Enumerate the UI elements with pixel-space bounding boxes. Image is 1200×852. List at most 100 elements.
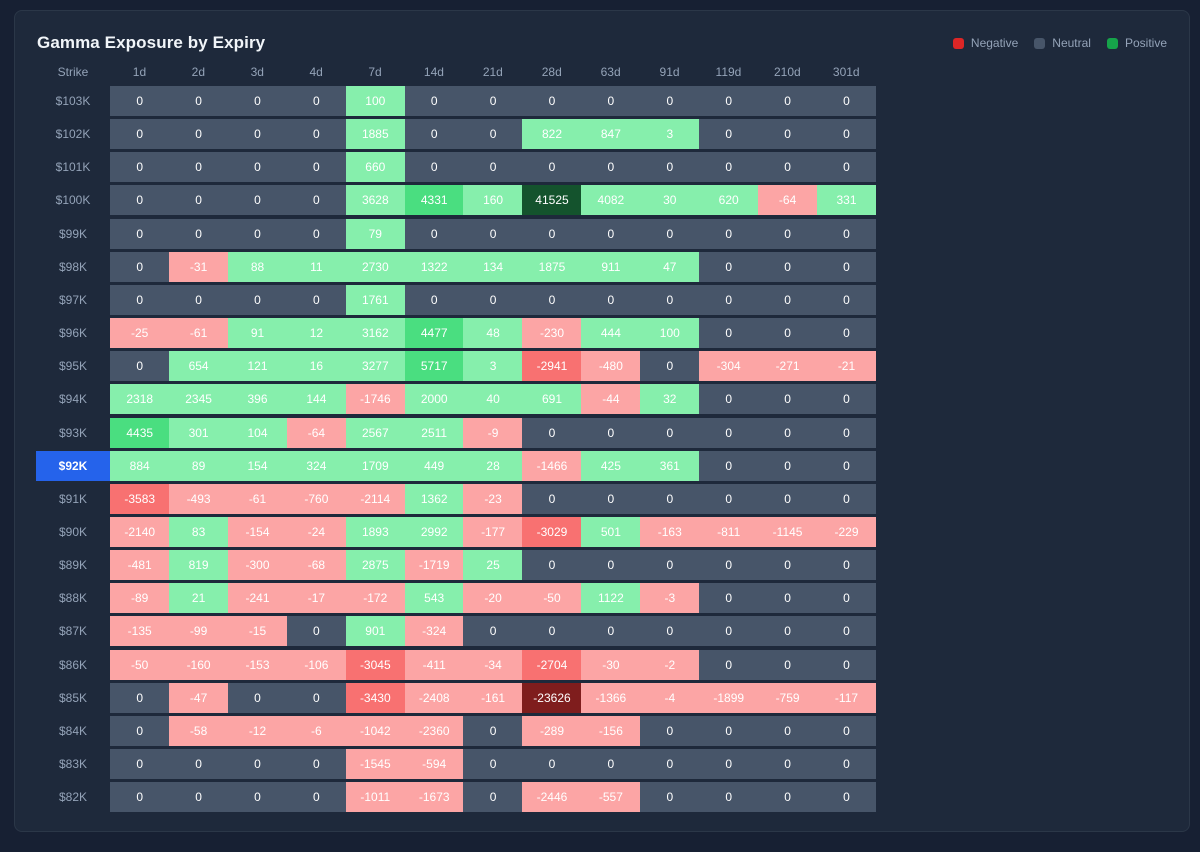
heatmap-cell[interactable]: 0 <box>699 450 759 481</box>
heatmap-cell[interactable]: -1145 <box>757 516 818 547</box>
heatmap-cell[interactable]: -481 <box>110 550 170 581</box>
heatmap-cell[interactable]: 0 <box>286 152 347 183</box>
heatmap-cell[interactable]: 0 <box>757 218 818 249</box>
heatmap-cell[interactable]: 0 <box>110 351 170 382</box>
heatmap-cell[interactable]: 847 <box>581 119 641 150</box>
heatmap-cell[interactable]: 0 <box>816 550 877 581</box>
heatmap-cell[interactable]: -154 <box>227 516 288 547</box>
heatmap-cell[interactable]: 361 <box>640 450 700 481</box>
heatmap-cell[interactable]: -760 <box>286 483 347 514</box>
heatmap-cell[interactable]: 911 <box>581 251 641 282</box>
heatmap-cell[interactable]: -135 <box>110 616 170 647</box>
heatmap-cell[interactable]: 0 <box>227 185 288 216</box>
heatmap-cell[interactable]: 0 <box>757 152 818 183</box>
heatmap-cell[interactable]: -594 <box>404 749 464 779</box>
heatmap-cell[interactable]: 0 <box>640 417 700 448</box>
heatmap-cell[interactable]: 83 <box>168 516 229 547</box>
heatmap-cell[interactable]: 30 <box>640 185 700 216</box>
heatmap-cell[interactable]: -99 <box>168 616 229 647</box>
heatmap-cell[interactable]: 0 <box>699 284 759 315</box>
heatmap-cell[interactable]: 0 <box>286 749 347 779</box>
heatmap-cell[interactable]: 0 <box>110 749 170 779</box>
heatmap-cell[interactable]: -117 <box>816 682 877 713</box>
heatmap-cell[interactable]: 0 <box>110 251 170 282</box>
heatmap-cell[interactable]: 301 <box>168 417 229 448</box>
heatmap-cell[interactable]: 0 <box>640 782 700 813</box>
heatmap-cell[interactable]: -3583 <box>110 483 170 514</box>
heatmap-cell[interactable]: 0 <box>522 284 582 315</box>
heatmap-cell[interactable]: 660 <box>345 152 405 183</box>
heatmap-cell[interactable]: 0 <box>227 86 288 116</box>
heatmap-cell[interactable]: 0 <box>286 682 347 713</box>
heatmap-cell[interactable]: 691 <box>522 384 582 415</box>
heatmap-cell[interactable]: -2446 <box>522 782 582 813</box>
heatmap-cell[interactable]: 0 <box>816 251 877 282</box>
heatmap-cell[interactable]: -6 <box>286 715 347 746</box>
heatmap-cell[interactable]: 0 <box>816 450 877 481</box>
heatmap-cell[interactable]: -21 <box>816 351 877 382</box>
heatmap-cell[interactable]: 0 <box>757 450 818 481</box>
heatmap-cell[interactable]: -241 <box>227 583 288 614</box>
heatmap-cell[interactable]: 819 <box>168 550 229 581</box>
heatmap-cell[interactable]: 0 <box>816 616 877 647</box>
heatmap-cell[interactable]: 620 <box>699 185 759 216</box>
heatmap-cell[interactable]: 0 <box>640 284 700 315</box>
heatmap-cell[interactable]: 0 <box>699 583 759 614</box>
heatmap-cell[interactable]: 28 <box>463 450 523 481</box>
heatmap-cell[interactable]: -3 <box>640 583 700 614</box>
heatmap-cell[interactable]: 0 <box>286 782 347 813</box>
heatmap-cell[interactable]: 0 <box>522 483 582 514</box>
heatmap-cell[interactable]: 91 <box>227 318 288 349</box>
heatmap-cell[interactable]: -44 <box>581 384 641 415</box>
heatmap-cell[interactable]: -34 <box>463 649 523 680</box>
heatmap-cell[interactable]: 0 <box>463 616 523 647</box>
heatmap-cell[interactable]: 0 <box>757 550 818 581</box>
heatmap-cell[interactable]: 0 <box>699 417 759 448</box>
heatmap-cell[interactable]: 0 <box>757 86 818 116</box>
heatmap-cell[interactable]: -2360 <box>404 715 464 746</box>
heatmap-cell[interactable]: 654 <box>168 351 229 382</box>
heatmap-cell[interactable]: -68 <box>286 550 347 581</box>
heatmap-cell[interactable]: -177 <box>463 516 523 547</box>
heatmap-cell[interactable]: -15 <box>227 616 288 647</box>
heatmap-cell[interactable]: 79 <box>345 218 405 249</box>
heatmap-cell[interactable]: -24 <box>286 516 347 547</box>
heatmap-cell[interactable]: 0 <box>699 749 759 779</box>
heatmap-cell[interactable]: -1673 <box>404 782 464 813</box>
heatmap-cell[interactable]: -64 <box>757 185 818 216</box>
heatmap-cell[interactable]: -61 <box>227 483 288 514</box>
heatmap-cell[interactable]: 0 <box>757 616 818 647</box>
heatmap-cell[interactable]: 1885 <box>345 119 405 150</box>
heatmap-cell[interactable]: 1875 <box>522 251 582 282</box>
heatmap-cell[interactable]: 0 <box>816 152 877 183</box>
heatmap-cell[interactable]: 100 <box>640 318 700 349</box>
heatmap-cell[interactable]: 0 <box>168 152 229 183</box>
heatmap-cell[interactable]: -160 <box>168 649 229 680</box>
heatmap-cell[interactable]: 0 <box>581 749 641 779</box>
heatmap-cell[interactable]: 3628 <box>345 185 405 216</box>
heatmap-cell[interactable]: -811 <box>699 516 759 547</box>
heatmap-cell[interactable]: 0 <box>757 583 818 614</box>
heatmap-cell[interactable]: 32 <box>640 384 700 415</box>
heatmap-cell[interactable]: 4082 <box>581 185 641 216</box>
heatmap-cell[interactable]: 0 <box>463 152 523 183</box>
heatmap-cell[interactable]: 449 <box>404 450 464 481</box>
heatmap-cell[interactable]: 21 <box>168 583 229 614</box>
heatmap-cell[interactable]: 0 <box>816 318 877 349</box>
heatmap-cell[interactable]: -17 <box>286 583 347 614</box>
heatmap-cell[interactable]: 11 <box>286 251 347 282</box>
heatmap-cell[interactable]: -31 <box>168 251 229 282</box>
heatmap-cell[interactable]: 0 <box>522 218 582 249</box>
heatmap-cell[interactable]: 0 <box>699 483 759 514</box>
heatmap-cell[interactable]: 0 <box>522 749 582 779</box>
heatmap-cell[interactable]: -229 <box>816 516 877 547</box>
heatmap-cell[interactable]: 48 <box>463 318 523 349</box>
heatmap-cell[interactable]: 0 <box>699 318 759 349</box>
heatmap-cell[interactable]: 2567 <box>345 417 405 448</box>
heatmap-cell[interactable]: -20 <box>463 583 523 614</box>
heatmap-cell[interactable]: 0 <box>463 86 523 116</box>
heatmap-cell[interactable]: 0 <box>227 119 288 150</box>
heatmap-cell[interactable]: -47 <box>168 682 229 713</box>
heatmap-cell[interactable]: 0 <box>110 782 170 813</box>
heatmap-cell[interactable]: 0 <box>757 715 818 746</box>
